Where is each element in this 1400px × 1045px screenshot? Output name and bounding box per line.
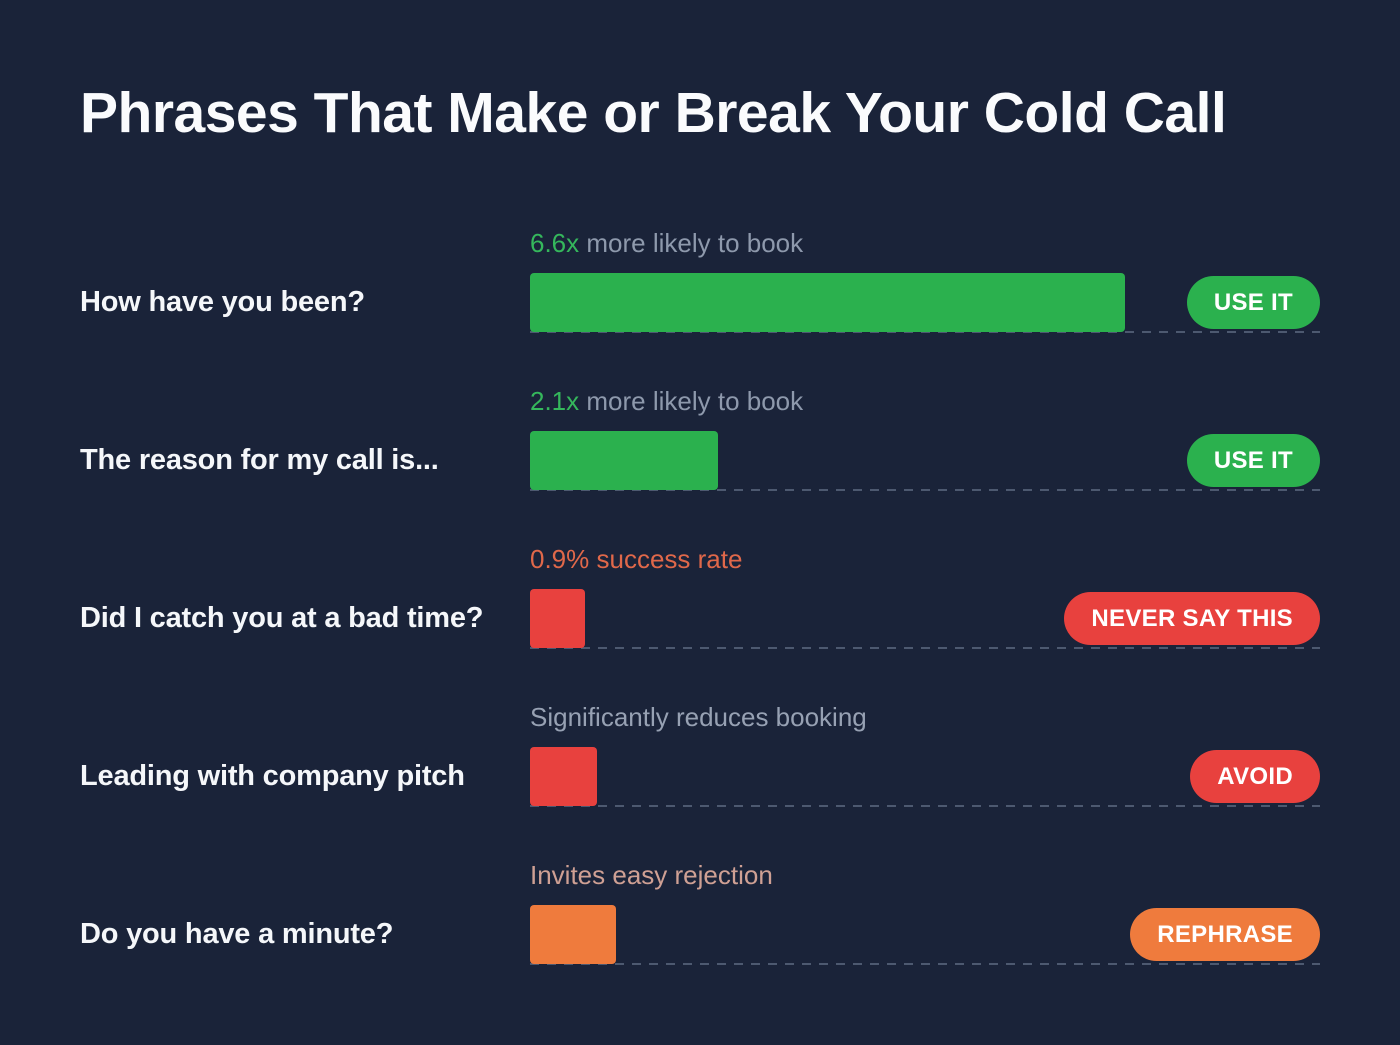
baseline-dashed-line xyxy=(530,489,1320,491)
bar xyxy=(530,431,718,490)
verdict-badge: REPHRASE xyxy=(1130,908,1320,961)
phrase-label: Did I catch you at a bad time? xyxy=(80,602,484,634)
baseline-dashed-line xyxy=(530,963,1320,965)
bar-area: Significantly reduces booking xyxy=(530,702,1320,807)
bar-track xyxy=(530,431,1320,491)
annotation-text: success rate xyxy=(589,544,743,574)
chart-row: Do you have a minute? Invites easy rejec… xyxy=(0,846,1400,1004)
bar xyxy=(530,589,585,648)
bar-annotation: 2.1x more likely to book xyxy=(530,386,1320,417)
bar-annotation: 0.9% success rate xyxy=(530,544,1320,575)
phrase-label: Do you have a minute? xyxy=(80,918,394,950)
bar xyxy=(530,747,597,806)
page-title: Phrases That Make or Break Your Cold Cal… xyxy=(80,81,1227,145)
bar-track xyxy=(530,273,1320,333)
annotation-value: 0.9% xyxy=(530,544,590,574)
bar-annotation: Invites easy rejection xyxy=(530,860,1320,891)
verdict-badge: AVOID xyxy=(1190,750,1320,803)
baseline-dashed-line xyxy=(530,331,1320,333)
annotation-text: more likely to book xyxy=(579,386,804,416)
chart-rows: How have you been? 6.6x more likely to b… xyxy=(0,214,1400,1004)
phrase-label: Leading with company pitch xyxy=(80,760,465,792)
bar-track xyxy=(530,589,1320,649)
verdict-badge: NEVER SAY THIS xyxy=(1064,592,1320,645)
baseline-dashed-line xyxy=(530,647,1320,649)
bar-annotation: 6.6x more likely to book xyxy=(530,228,1320,259)
chart-row: The reason for my call is... 2.1x more l… xyxy=(0,372,1400,530)
phrase-label: How have you been? xyxy=(80,286,365,318)
annotation-text: more likely to book xyxy=(579,228,804,258)
annotation-text: Significantly reduces booking xyxy=(530,702,867,732)
bar-area: 0.9% success rate xyxy=(530,544,1320,649)
bar-annotation: Significantly reduces booking xyxy=(530,702,1320,733)
bar xyxy=(530,273,1125,332)
annotation-value: 6.6x xyxy=(530,228,580,258)
bar-track xyxy=(530,905,1320,965)
verdict-badge: USE IT xyxy=(1186,276,1320,329)
chart-row: Did I catch you at a bad time? 0.9% succ… xyxy=(0,530,1400,688)
bar-track xyxy=(530,747,1320,807)
annotation-value: 2.1x xyxy=(530,386,580,416)
verdict-badge: USE IT xyxy=(1186,434,1320,487)
baseline-dashed-line xyxy=(530,805,1320,807)
bar xyxy=(530,905,616,964)
chart-row: How have you been? 6.6x more likely to b… xyxy=(0,214,1400,372)
bar-area: 6.6x more likely to book xyxy=(530,228,1320,333)
bar-area: Invites easy rejection xyxy=(530,860,1320,965)
bar-area: 2.1x more likely to book xyxy=(530,386,1320,491)
annotation-text: Invites easy rejection xyxy=(530,860,773,890)
phrase-label: The reason for my call is... xyxy=(80,444,439,476)
chart-row: Leading with company pitch Significantly… xyxy=(0,688,1400,846)
